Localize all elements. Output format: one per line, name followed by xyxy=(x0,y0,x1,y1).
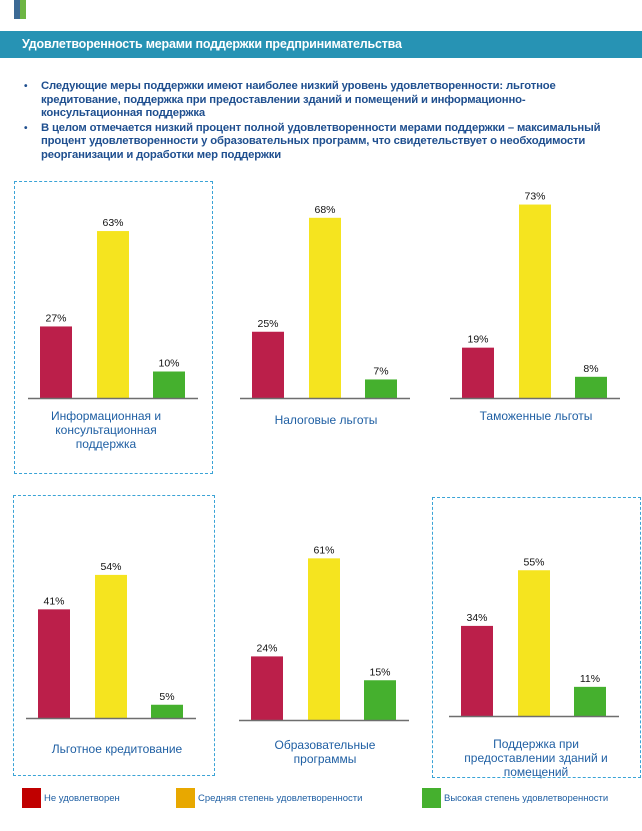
bullet-text: В целом отмечается низкий процент полной… xyxy=(41,121,601,161)
bar-value-label: 54% xyxy=(100,561,121,573)
bar-medium xyxy=(518,570,550,716)
bar-medium xyxy=(95,574,127,718)
bar-value-label: 41% xyxy=(43,595,64,607)
bar-medium xyxy=(519,204,551,398)
bullet-item: • В целом отмечается низкий процент полн… xyxy=(24,122,624,163)
legend-label: Не удовлетворен xyxy=(44,792,120,804)
chart-panel-education: 24% 61% 15% Образовательные программы xyxy=(235,510,415,770)
chart-svg: 27% 63% 10% xyxy=(28,217,198,400)
highlight-box-premises xyxy=(432,497,641,778)
logo-green-stripe xyxy=(20,0,26,19)
chart-svg: 19% 73% 8% xyxy=(450,191,620,400)
legend-item-high: Высокая степень удовлетворенности xyxy=(422,788,608,808)
bar-high xyxy=(574,686,606,716)
legend-item-medium: Средняя степень удовлетворенности xyxy=(176,788,362,808)
bar-value-label: 24% xyxy=(256,642,277,654)
bar-value-label: 34% xyxy=(466,612,487,624)
bar-value-label: 27% xyxy=(45,312,66,324)
bar-not-satisfied xyxy=(40,326,72,398)
bullet-dot-icon: • xyxy=(24,81,28,92)
chart-svg: 34% 55% 11% xyxy=(449,556,619,718)
bar-value-label: 61% xyxy=(313,544,334,556)
highlight-box-info-support xyxy=(14,181,213,474)
bar-value-label: 11% xyxy=(580,673,600,685)
chart-category-label: Льготное кредитование xyxy=(51,742,183,756)
summary-bullets: • Следующие меры поддержки имеют наиболе… xyxy=(24,80,624,163)
logo-blue-stripe xyxy=(14,0,20,19)
bar-high xyxy=(365,379,397,398)
highlight-box-credit xyxy=(13,495,215,776)
bar-value-label: 63% xyxy=(102,217,123,229)
bar-value-label: 5% xyxy=(159,691,174,703)
chart-panel-info-support: 27% 63% 10% Информационная и консультацион… xyxy=(24,180,204,470)
bullet-dot-icon: • xyxy=(24,122,28,134)
bar-value-label: 73% xyxy=(524,191,545,203)
page-title: Удовлетворенность мерами поддержки предп… xyxy=(22,37,402,51)
chart-panel-premises: 34% 55% 11% Поддержка при предоставлении з… xyxy=(445,510,625,779)
bar-high xyxy=(151,704,183,718)
bar-high xyxy=(364,680,396,720)
bar-value-label: 15% xyxy=(369,666,390,678)
header-band: Удовлетворенность мерами поддержки предп… xyxy=(0,31,642,58)
bar-not-satisfied xyxy=(461,625,493,716)
chart-category-label: Налоговые льготы xyxy=(274,413,378,427)
chart-category-label: Таможенные льготы xyxy=(479,409,593,423)
bar-value-label: 8% xyxy=(583,363,598,375)
bar-medium xyxy=(97,231,129,398)
legend-label: Средняя степень удовлетворенности xyxy=(198,792,363,804)
legend-item-not-satisfied: Не удовлетворен xyxy=(22,788,120,808)
bar-value-label: 19% xyxy=(467,334,488,346)
bar-value-label: 55% xyxy=(523,556,544,568)
legend-swatch xyxy=(22,788,41,808)
bar-high xyxy=(575,376,607,398)
bar-not-satisfied xyxy=(462,347,494,398)
chart-svg: 25% 68% 7% xyxy=(240,204,410,400)
bar-value-label: 10% xyxy=(158,358,179,370)
legend-swatch xyxy=(176,788,195,808)
bullet-text: Следующие меры поддержки имеют наиболее … xyxy=(41,80,556,119)
chart-panel-credit: 41% 54% 5% Льготное кредитование xyxy=(22,510,202,770)
bar-not-satisfied xyxy=(252,331,284,398)
legend-swatch xyxy=(422,788,441,808)
legend-label: Высокая степень удовлетворенности xyxy=(444,792,609,804)
chart-category-label: Информационная и консультационная поддер… xyxy=(50,409,162,451)
bar-medium xyxy=(308,558,340,720)
chart-panel-customs: 19% 73% 8% Таможенные льготы xyxy=(446,180,626,440)
bar-not-satisfied xyxy=(38,609,70,718)
bar-value-label: 7% xyxy=(373,365,388,377)
chart-svg: 24% 61% 15% xyxy=(239,544,409,722)
chart-svg: 41% 54% 5% xyxy=(26,561,196,720)
chart-category-label: Поддержка при предоставлении зданий и по… xyxy=(464,737,608,779)
bar-high xyxy=(153,371,185,398)
bar-value-label: 68% xyxy=(314,204,335,216)
bullet-item: • Следующие меры поддержки имеют наиболе… xyxy=(24,80,624,121)
chart-category-label: Образовательные программы xyxy=(274,738,376,766)
bar-value-label: 25% xyxy=(257,318,278,330)
chart-panel-tax: 25% 68% 7% Налоговые льготы xyxy=(236,180,416,440)
bar-medium xyxy=(309,217,341,398)
bar-not-satisfied xyxy=(251,656,283,720)
